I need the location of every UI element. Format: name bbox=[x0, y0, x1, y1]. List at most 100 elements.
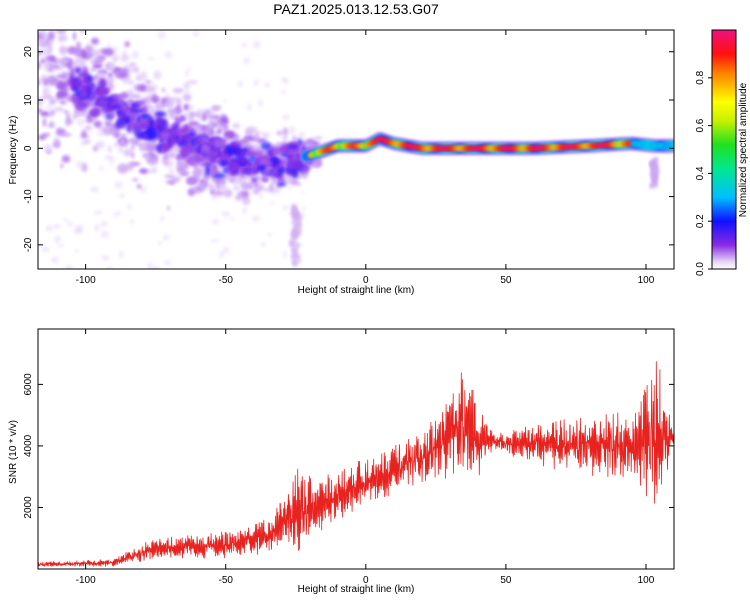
spectrogram-y-tick-label: -10 bbox=[23, 189, 34, 204]
spectral-blob bbox=[56, 30, 67, 35]
spectral-blob bbox=[235, 156, 247, 165]
spectral-blob bbox=[298, 131, 306, 139]
spectral-blob bbox=[167, 136, 172, 147]
spectral-blob bbox=[281, 89, 287, 94]
spectral-blob bbox=[282, 134, 288, 142]
colorbar-tick-label: 0.4 bbox=[695, 166, 706, 180]
spectral-blob bbox=[55, 74, 66, 79]
spectral-blob bbox=[109, 110, 116, 119]
spectral-blob bbox=[155, 118, 167, 126]
spectral-blob bbox=[208, 156, 217, 163]
spectral-blob bbox=[291, 233, 297, 240]
spectral-blob bbox=[50, 19, 55, 25]
snr-series-line bbox=[38, 361, 674, 567]
spectral-blob bbox=[252, 40, 261, 49]
spectral-blob bbox=[201, 144, 211, 152]
spectral-blob bbox=[279, 144, 290, 154]
spectral-blob bbox=[183, 87, 191, 94]
spectral-blob bbox=[40, 95, 46, 101]
spectral-blob bbox=[76, 119, 84, 127]
spectral-blob bbox=[141, 96, 154, 103]
spectral-blob bbox=[256, 175, 261, 184]
spectral-blob bbox=[57, 244, 65, 248]
spectral-blob bbox=[117, 117, 130, 125]
spectral-blob bbox=[653, 180, 658, 186]
spectral-blob bbox=[161, 87, 166, 93]
spectral-blob bbox=[112, 94, 123, 99]
spectral-blob bbox=[94, 224, 100, 232]
spectral-blob bbox=[50, 63, 61, 69]
spectral-blob bbox=[251, 215, 261, 222]
spectral-blob bbox=[103, 47, 115, 57]
spectral-blob bbox=[258, 98, 263, 107]
spectral-blob bbox=[242, 57, 250, 65]
colorbar: 0.0 0.2 0.4 0.6 0.8 Normalized spectral ampl… bbox=[695, 29, 749, 276]
spectral-blob bbox=[169, 96, 181, 103]
spectral-blob bbox=[173, 109, 183, 114]
spectral-blob bbox=[188, 121, 200, 127]
spectral-blob bbox=[177, 161, 182, 166]
snr-x-tick-label: -100 bbox=[76, 575, 96, 586]
spectrogram-ylabel: Frequency (Hz) bbox=[8, 116, 19, 185]
spectral-blob bbox=[57, 9, 62, 12]
spectral-blob bbox=[276, 181, 287, 187]
spectral-blob bbox=[205, 125, 211, 133]
spectral-blob bbox=[43, 144, 53, 153]
spectral-blob bbox=[180, 143, 192, 154]
spectral-blob bbox=[106, 77, 113, 82]
spectral-blob bbox=[131, 151, 135, 160]
spectral-blob bbox=[90, 186, 99, 193]
colorbar-label: Normalized spectral amplitude bbox=[738, 82, 749, 217]
spectral-blob bbox=[164, 160, 174, 168]
spectral-blob bbox=[48, 57, 55, 61]
spectral-blob bbox=[121, 133, 127, 138]
spectral-blob bbox=[78, 89, 89, 98]
spectral-blob bbox=[59, 45, 67, 55]
spectral-blob bbox=[92, 64, 101, 68]
spectral-blob bbox=[169, 111, 174, 119]
spectral-blob bbox=[151, 159, 159, 165]
spectral-blob bbox=[80, 140, 87, 147]
spectral-blob bbox=[72, 59, 79, 69]
spectral-blob bbox=[117, 164, 128, 174]
spectral-blob bbox=[41, 246, 50, 253]
spectral-blob bbox=[180, 171, 188, 175]
spectral-blob bbox=[654, 168, 659, 174]
spectral-blob bbox=[53, 137, 61, 146]
colorbar-tick-label: 0.0 bbox=[695, 262, 706, 276]
spectral-blob bbox=[271, 157, 280, 163]
spectral-blob bbox=[253, 183, 265, 192]
spectral-blob bbox=[131, 142, 142, 146]
spectral-blob bbox=[100, 254, 110, 261]
spectral-blob bbox=[63, 110, 69, 114]
spectral-blob bbox=[99, 221, 109, 227]
spectral-blob bbox=[302, 206, 306, 211]
spectrogram-x-tick-label: 50 bbox=[500, 275, 512, 286]
snr-y-tick-label: 6000 bbox=[23, 373, 34, 396]
spectral-blob bbox=[145, 142, 158, 153]
spectral-blob bbox=[108, 120, 112, 124]
spectral-blob bbox=[282, 204, 289, 211]
spectral-blob bbox=[153, 70, 162, 80]
spectral-blob bbox=[89, 106, 101, 117]
spectral-blob bbox=[313, 136, 323, 140]
spectral-blob bbox=[257, 138, 266, 143]
spectrogram-frame bbox=[37, 29, 675, 270]
spectral-blob bbox=[187, 131, 196, 137]
spectral-blob bbox=[166, 101, 174, 107]
spectral-blob bbox=[111, 54, 119, 63]
spectral-blob bbox=[248, 154, 257, 163]
spectral-blob bbox=[222, 138, 227, 144]
spectral-blob bbox=[45, 86, 52, 95]
spectral-blob bbox=[188, 67, 192, 71]
spectral-blob bbox=[222, 246, 229, 254]
spectral-blob bbox=[162, 131, 171, 141]
spectral-blob bbox=[129, 218, 135, 225]
spectral-blob bbox=[272, 188, 284, 194]
spectral-blob bbox=[132, 178, 139, 182]
spectral-blob bbox=[225, 163, 236, 171]
spectral-blob bbox=[64, 264, 74, 269]
spectral-blob bbox=[232, 122, 241, 129]
spectral-blob bbox=[188, 115, 195, 123]
